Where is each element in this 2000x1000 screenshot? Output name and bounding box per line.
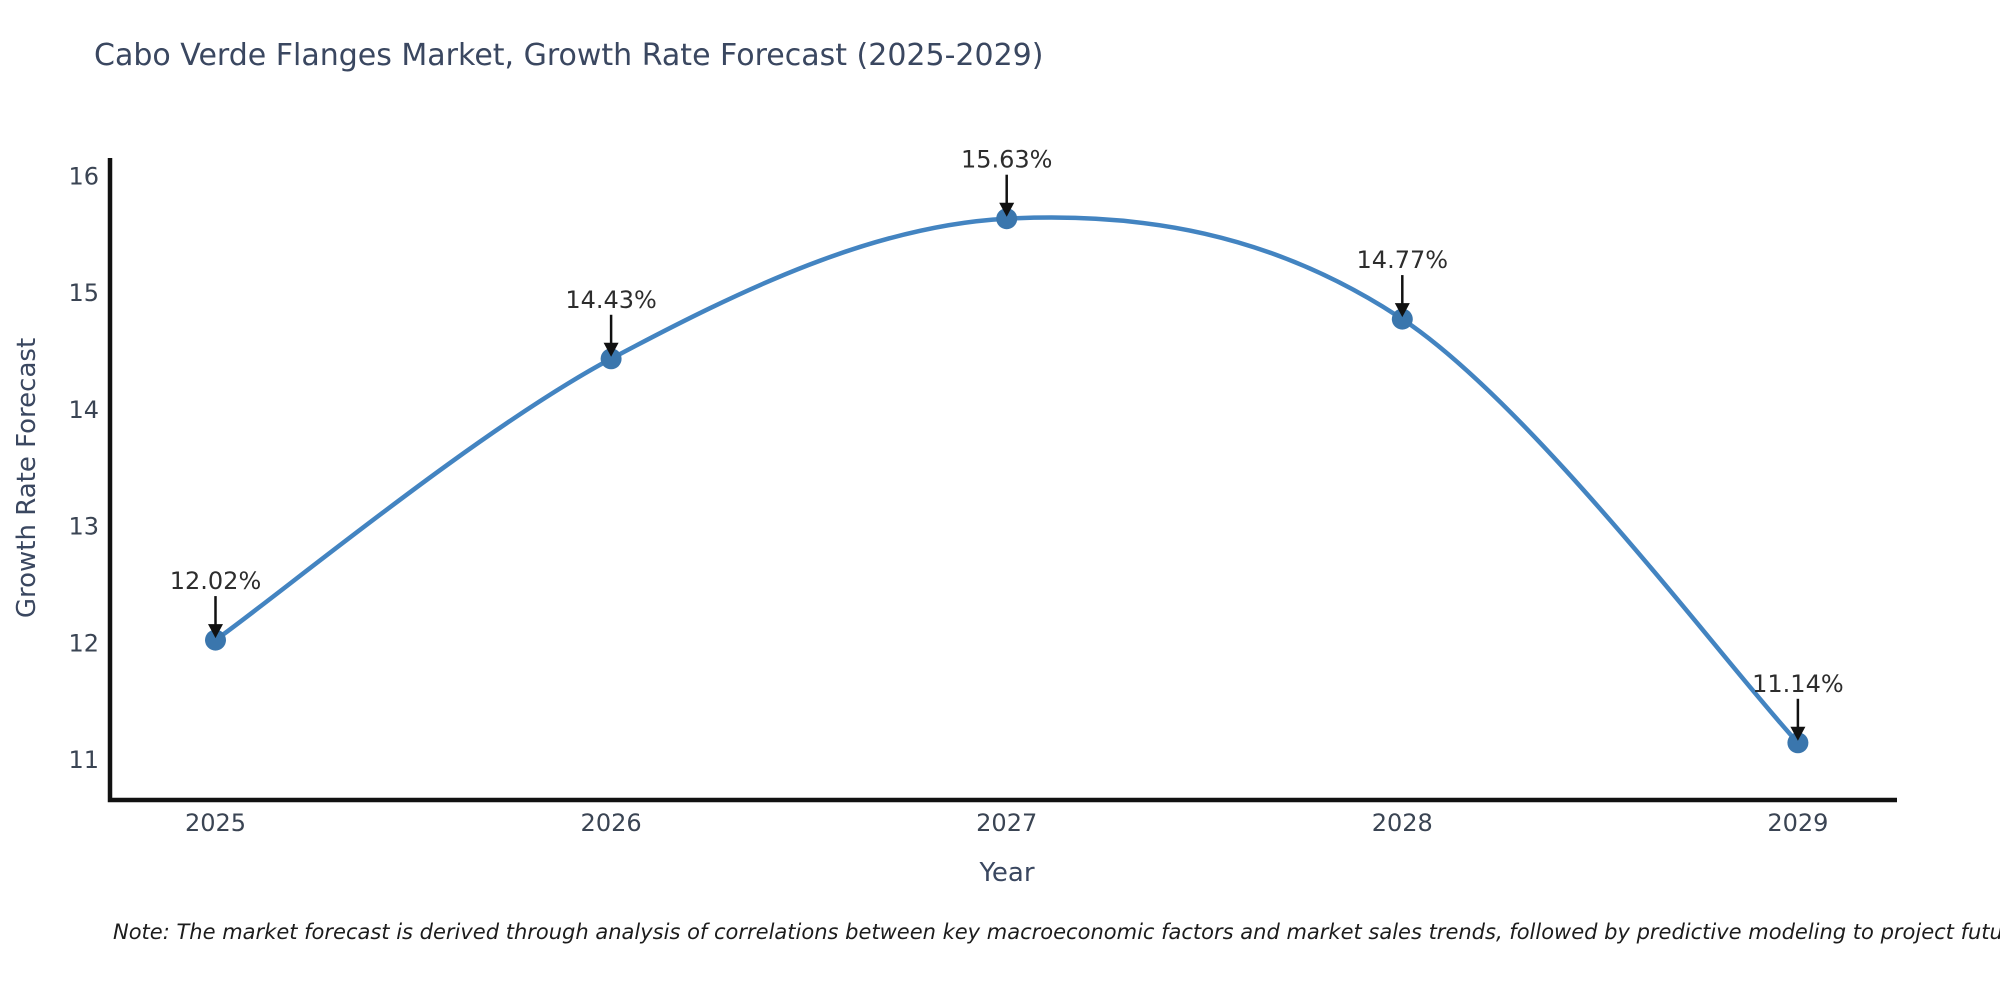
forecast-line [213,215,1801,746]
y-tick-label: 11 [68,746,99,774]
annotation-arrowhead-icon [1790,726,1806,741]
x-axis-label: Year [979,858,1035,888]
y-tick-label: 16 [68,163,99,191]
chart-title: Cabo Verde Flanges Market, Growth Rate F… [94,38,1044,73]
x-tick-label: 2029 [1767,809,1828,837]
y-tick-label: 13 [68,513,99,541]
annotation-arrowhead-icon [999,202,1015,217]
x-tick-label: 2027 [976,809,1037,837]
y-tick-label: 14 [68,396,99,424]
data-point-label: 14.43% [565,286,657,314]
annotation-arrowhead-icon [603,342,619,357]
data-point-label: 11.14% [1752,670,1844,698]
axis-spines [107,158,1897,803]
annotation-arrowhead-icon [1394,303,1410,318]
data-point-label: 15.63% [961,146,1053,174]
y-tick-label: 12 [68,629,99,657]
x-tick-label: 2026 [581,809,642,837]
y-tick-label: 15 [68,279,99,307]
x-tick-label: 2025 [185,809,246,837]
x-tick-label: 2028 [1372,809,1433,837]
footnote: Note: The market forecast is derived thr… [113,920,2000,944]
data-point-marker [205,629,226,651]
data-point-label: 12.02% [170,567,262,595]
data-point-marker [600,348,622,370]
data-point-marker [1787,732,1809,754]
annotation-arrowhead-icon [208,624,223,639]
data-point-marker [996,208,1018,230]
data-point-marker [1391,308,1413,330]
data-point-label: 14.77% [1357,246,1449,274]
